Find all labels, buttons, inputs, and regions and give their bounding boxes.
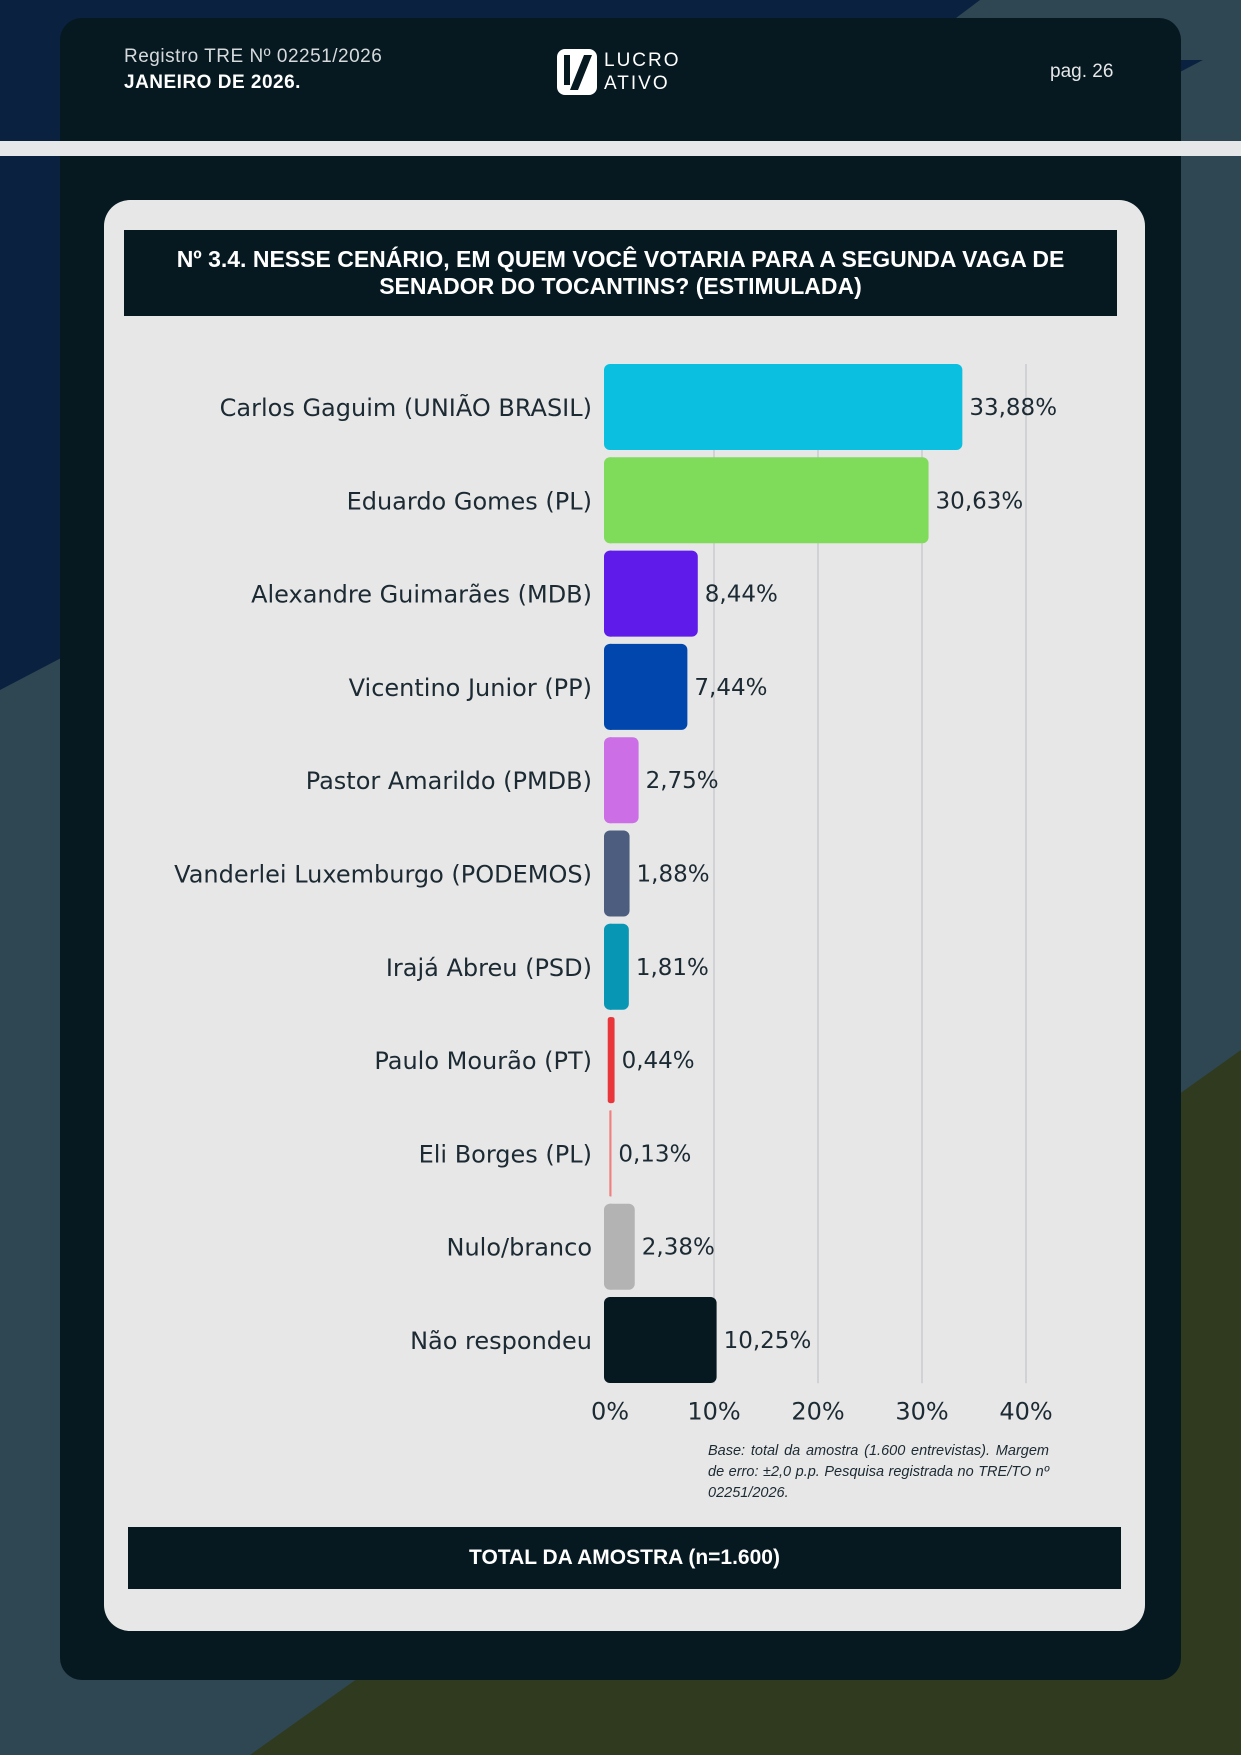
bar-value-label: 1,81%	[636, 955, 709, 981]
category-label: Eduardo Gomes (PL)	[347, 487, 592, 515]
category-label: Eli Borges (PL)	[419, 1140, 592, 1168]
bar-value-label: 0,44%	[622, 1048, 695, 1074]
total-sample-box: TOTAL DA AMOSTRA (n=1.600)	[128, 1527, 1121, 1589]
bar-base	[610, 830, 612, 917]
category-label: Alexandre Guimarães (MDB)	[251, 581, 592, 609]
bar-value-label: 33,88%	[969, 395, 1057, 421]
bar-base	[610, 923, 612, 1010]
registro-text: Registro TRE Nº 02251/2026	[124, 46, 383, 67]
bar	[604, 830, 630, 917]
bar-value-label: 10,25%	[724, 1328, 812, 1354]
category-label: Vicentino Junior (PP)	[349, 674, 592, 702]
bar-base	[610, 457, 612, 544]
x-tick-label: 10%	[687, 1397, 740, 1425]
bar	[604, 1203, 635, 1290]
x-tick-label: 20%	[791, 1397, 844, 1425]
bar-base	[610, 364, 612, 450]
category-label: Vanderlei Luxemburgo (PODEMOS)	[174, 861, 592, 889]
lucro-ativo-logo: LUCRO ATIVO	[556, 48, 691, 98]
bar-base	[610, 737, 612, 824]
bar-value-label: 0,13%	[618, 1141, 691, 1167]
bar-base	[610, 550, 612, 637]
bar-base	[610, 1203, 612, 1290]
x-tick-label: 30%	[895, 1397, 948, 1425]
category-label: Não respondeu	[410, 1327, 592, 1355]
chart-title: Nº 3.4. NESSE CENÁRIO, EM QUEM VOCÊ VOTA…	[176, 246, 1065, 299]
bar-value-label: 2,75%	[646, 768, 719, 794]
bar-base	[610, 643, 612, 730]
bar	[604, 643, 688, 730]
bar-value-label: 8,44%	[705, 582, 778, 608]
report-date: JANEIRO DE 2026.	[124, 72, 301, 93]
bar-value-label: 2,38%	[642, 1235, 715, 1261]
bar	[604, 737, 639, 824]
page-number: pag. 26	[1050, 61, 1114, 82]
category-label: Carlos Gaguim (UNIÃO BRASIL)	[220, 392, 592, 422]
logo-text-lucro: LUCRO	[604, 50, 681, 71]
bar	[604, 457, 929, 544]
x-tick-label: 40%	[999, 1397, 1052, 1425]
chart-footnote: Base: total da amostra (1.600 entrevista…	[708, 1443, 1049, 1501]
bar-base	[610, 1297, 612, 1383]
total-sample-label: TOTAL DA AMOSTRA (n=1.600)	[469, 1546, 780, 1569]
logo-mark-icon	[557, 49, 597, 95]
bar-value-label: 7,44%	[694, 675, 767, 701]
bar	[604, 1297, 717, 1383]
category-label: Pastor Amarildo (PMDB)	[306, 767, 592, 795]
chart-title-box: Nº 3.4. NESSE CENÁRIO, EM QUEM VOCÊ VOTA…	[124, 230, 1117, 316]
x-tick-label: 0%	[591, 1397, 629, 1425]
bar-base	[610, 1110, 612, 1197]
logo-text-ativo: ATIVO	[604, 73, 670, 94]
category-label: Paulo Mourão (PT)	[374, 1047, 592, 1075]
bar	[604, 364, 963, 450]
bar-value-label: 1,88%	[637, 862, 710, 888]
category-label: Irajá Abreu (PSD)	[386, 954, 592, 982]
header-divider	[0, 141, 1241, 156]
bar-value-label: 30,63%	[936, 488, 1024, 514]
bar-base	[610, 1017, 612, 1104]
bar	[604, 923, 629, 1010]
category-label: Nulo/branco	[447, 1234, 593, 1262]
bar	[604, 550, 698, 637]
